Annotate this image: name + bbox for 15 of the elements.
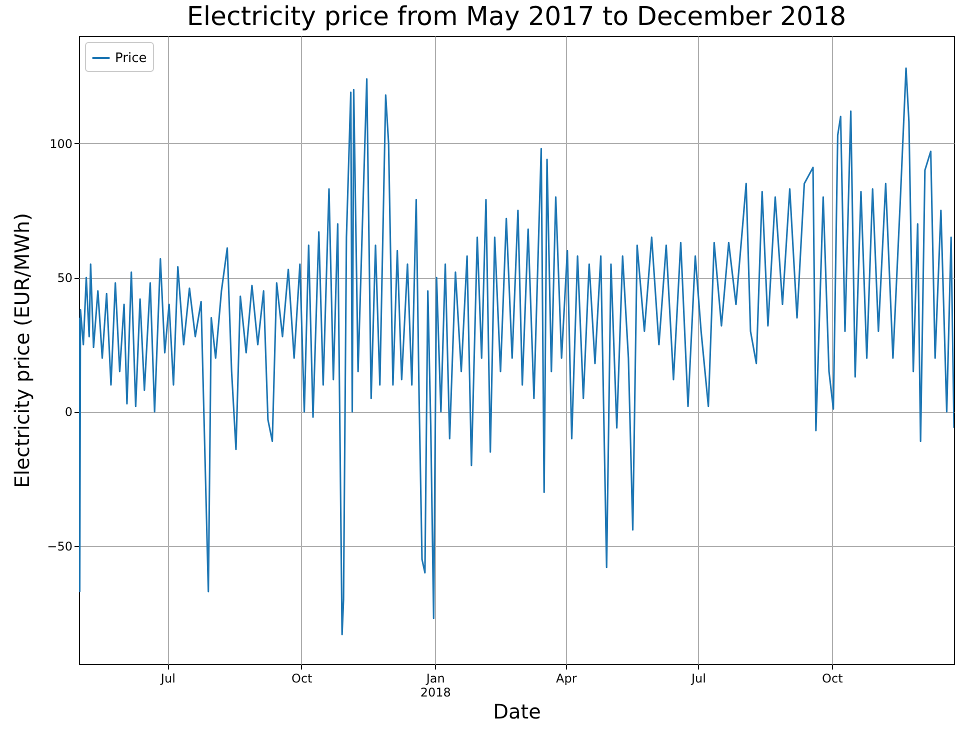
x-tick-label: Oct [822, 672, 844, 686]
chart-title: Electricity price from May 2017 to December 2018 [186, 2, 846, 32]
x-tick-label: Oct [292, 672, 313, 686]
x-axis-title: Date [493, 700, 541, 724]
y-axis-title: Electricity price (EUR/MWh) [10, 212, 34, 488]
y-tick-label: 100 [50, 136, 72, 151]
x-tick-label: Jul [690, 672, 706, 686]
x-tick-label: Jan 2018 [420, 672, 451, 700]
y-tick-label: 0 [64, 405, 72, 420]
legend-label: Price [115, 51, 147, 66]
line-series [79, 67, 954, 636]
x-tick-label: Jul [160, 672, 176, 686]
x-tick-label: Apr [556, 672, 577, 686]
y-tick-label: −50 [47, 539, 72, 554]
y-tick-label: 50 [57, 271, 72, 286]
